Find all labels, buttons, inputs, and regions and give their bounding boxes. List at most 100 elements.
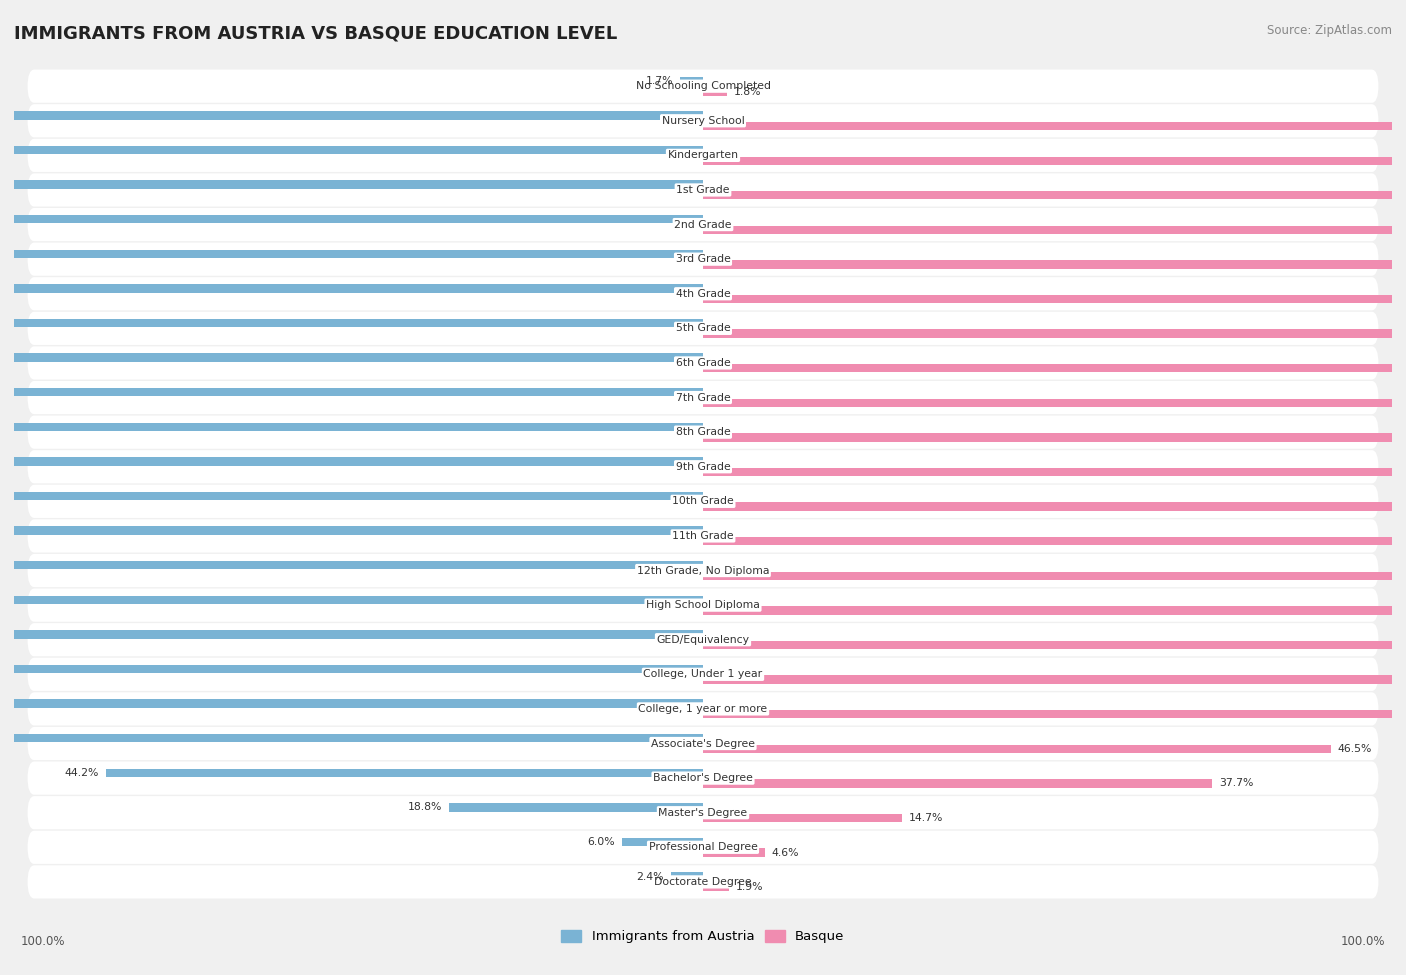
Text: Nursery School: Nursery School	[662, 116, 744, 126]
Bar	[0, 180, 703, 189]
Text: 4.6%: 4.6%	[772, 847, 800, 858]
Bar	[703, 364, 1406, 372]
FancyBboxPatch shape	[28, 520, 1378, 553]
Text: Bachelor's Degree: Bachelor's Degree	[652, 773, 754, 783]
FancyBboxPatch shape	[28, 243, 1378, 276]
Bar	[0, 526, 703, 535]
Text: No Schooling Completed: No Schooling Completed	[636, 81, 770, 92]
Bar	[0, 561, 703, 569]
Bar	[105, 768, 703, 777]
Bar	[703, 779, 1212, 788]
FancyBboxPatch shape	[28, 658, 1378, 691]
Bar	[703, 606, 1406, 614]
Bar	[681, 77, 703, 85]
Text: 5th Grade: 5th Grade	[676, 324, 730, 333]
Bar	[703, 294, 1406, 303]
Text: 1.7%: 1.7%	[645, 76, 673, 86]
Bar	[449, 803, 703, 811]
Text: 11th Grade: 11th Grade	[672, 531, 734, 541]
Text: 8th Grade: 8th Grade	[676, 427, 730, 437]
Bar	[703, 399, 1406, 408]
Bar	[0, 146, 703, 154]
Bar	[0, 285, 703, 292]
Bar	[671, 873, 703, 880]
Text: Source: ZipAtlas.com: Source: ZipAtlas.com	[1267, 24, 1392, 37]
Bar	[703, 433, 1406, 442]
Bar	[0, 111, 703, 120]
Legend: Immigrants from Austria, Basque: Immigrants from Austria, Basque	[557, 924, 849, 949]
Text: 3rd Grade: 3rd Grade	[675, 254, 731, 264]
Bar	[703, 157, 1406, 165]
FancyBboxPatch shape	[28, 138, 1378, 172]
Text: 1st Grade: 1st Grade	[676, 185, 730, 195]
FancyBboxPatch shape	[28, 831, 1378, 864]
FancyBboxPatch shape	[28, 797, 1378, 830]
Text: 44.2%: 44.2%	[65, 767, 100, 778]
Bar	[0, 491, 703, 500]
Bar	[0, 665, 703, 673]
Bar	[0, 250, 703, 258]
Text: Master's Degree: Master's Degree	[658, 807, 748, 818]
FancyBboxPatch shape	[28, 104, 1378, 137]
FancyBboxPatch shape	[28, 346, 1378, 379]
FancyBboxPatch shape	[28, 692, 1378, 725]
Text: 100.0%: 100.0%	[21, 935, 66, 948]
Bar	[0, 215, 703, 223]
Text: 4th Grade: 4th Grade	[676, 289, 730, 298]
FancyBboxPatch shape	[28, 381, 1378, 414]
Text: 10th Grade: 10th Grade	[672, 496, 734, 506]
Bar	[0, 388, 703, 397]
Bar	[703, 502, 1406, 511]
Text: 1.8%: 1.8%	[734, 87, 762, 97]
Text: 1.9%: 1.9%	[735, 882, 763, 892]
Text: Kindergarten: Kindergarten	[668, 150, 738, 160]
Text: Associate's Degree: Associate's Degree	[651, 738, 755, 749]
FancyBboxPatch shape	[28, 450, 1378, 484]
Text: 100.0%: 100.0%	[1340, 935, 1385, 948]
Bar	[621, 838, 703, 846]
Bar	[0, 630, 703, 639]
Text: 6th Grade: 6th Grade	[676, 358, 730, 368]
Bar	[703, 88, 727, 96]
Text: Doctorate Degree: Doctorate Degree	[654, 877, 752, 887]
Bar	[703, 330, 1406, 338]
Bar	[703, 883, 728, 891]
Text: 2.4%: 2.4%	[637, 872, 664, 881]
Text: 18.8%: 18.8%	[408, 802, 443, 812]
Bar	[703, 848, 765, 857]
Text: College, 1 year or more: College, 1 year or more	[638, 704, 768, 714]
Text: 12th Grade, No Diploma: 12th Grade, No Diploma	[637, 566, 769, 575]
Text: 7th Grade: 7th Grade	[676, 393, 730, 403]
Bar	[703, 745, 1331, 753]
Text: 9th Grade: 9th Grade	[676, 462, 730, 472]
FancyBboxPatch shape	[28, 312, 1378, 345]
Bar	[0, 422, 703, 431]
Bar	[0, 354, 703, 362]
Bar	[703, 676, 1406, 683]
Bar	[703, 225, 1406, 234]
Text: 14.7%: 14.7%	[908, 813, 942, 823]
Bar	[0, 734, 703, 742]
FancyBboxPatch shape	[28, 208, 1378, 241]
FancyBboxPatch shape	[28, 761, 1378, 795]
Bar	[703, 814, 901, 822]
Bar	[703, 260, 1406, 269]
Bar	[703, 468, 1406, 476]
Bar	[0, 319, 703, 328]
Bar	[703, 641, 1406, 649]
FancyBboxPatch shape	[28, 415, 1378, 448]
FancyBboxPatch shape	[28, 623, 1378, 656]
FancyBboxPatch shape	[28, 69, 1378, 102]
Bar	[0, 699, 703, 708]
Text: Professional Degree: Professional Degree	[648, 842, 758, 852]
FancyBboxPatch shape	[28, 865, 1378, 899]
Text: IMMIGRANTS FROM AUSTRIA VS BASQUE EDUCATION LEVEL: IMMIGRANTS FROM AUSTRIA VS BASQUE EDUCAT…	[14, 24, 617, 42]
FancyBboxPatch shape	[28, 727, 1378, 760]
FancyBboxPatch shape	[28, 174, 1378, 207]
Bar	[703, 710, 1406, 719]
Text: 2nd Grade: 2nd Grade	[675, 219, 731, 229]
FancyBboxPatch shape	[28, 589, 1378, 622]
Bar	[0, 457, 703, 466]
Text: College, Under 1 year: College, Under 1 year	[644, 669, 762, 680]
Bar	[703, 122, 1406, 131]
